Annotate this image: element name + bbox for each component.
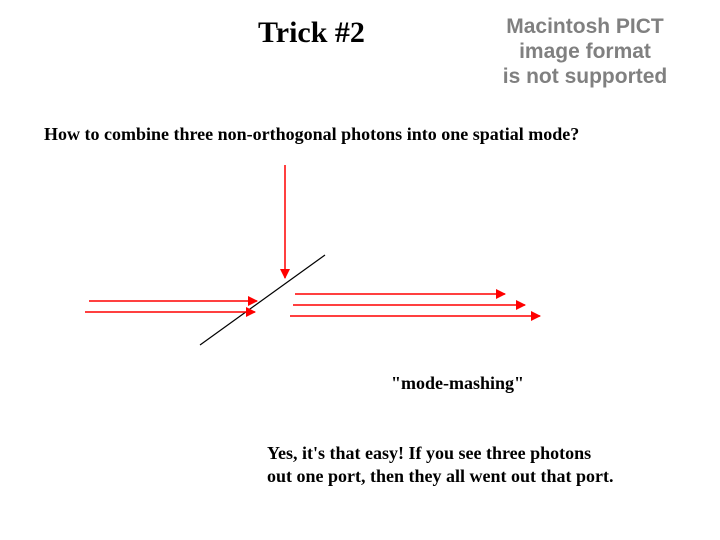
conclusion-line-1: Yes, it's that easy! If you see three ph… bbox=[267, 442, 614, 465]
question-text: How to combine three non-orthogonal phot… bbox=[44, 124, 579, 145]
beam-splitter-diagram bbox=[85, 160, 555, 360]
slide-title: Trick #2 bbox=[258, 16, 365, 50]
pict-line-2: image format bbox=[460, 39, 710, 64]
pict-line-1: Macintosh PICT bbox=[460, 14, 710, 39]
conclusion-line-2: out one port, then they all went out tha… bbox=[267, 465, 614, 488]
mode-mashing-label: "mode-mashing" bbox=[391, 373, 524, 394]
conclusion-text: Yes, it's that easy! If you see three ph… bbox=[267, 442, 614, 487]
pict-line-3: is not supported bbox=[460, 64, 710, 89]
pict-unsupported-box: Macintosh PICT image format is not suppo… bbox=[460, 14, 710, 90]
